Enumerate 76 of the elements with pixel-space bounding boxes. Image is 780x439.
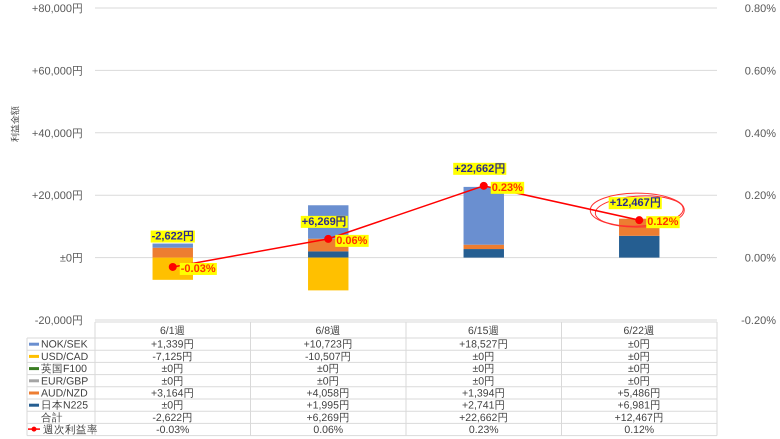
data-label: +1,339円 bbox=[151, 338, 194, 351]
text: 合計 bbox=[41, 412, 63, 424]
point bbox=[168, 262, 177, 271]
data-label: -7,125円 bbox=[152, 350, 194, 363]
legend-label: 日本N225 bbox=[41, 398, 88, 412]
y-tick-label: +40,000円 bbox=[32, 128, 83, 140]
bar bbox=[308, 251, 348, 258]
y-tick-label: -20,000円 bbox=[34, 315, 83, 327]
data-label: ±0円 bbox=[161, 363, 184, 376]
y2-tick-label: 0.40% bbox=[744, 128, 776, 140]
legend-label: 英国F100 bbox=[41, 362, 88, 376]
data-label: ±0円 bbox=[628, 338, 651, 351]
total: -2,622円 bbox=[150, 230, 195, 243]
legend-label: EUR/GBP bbox=[41, 375, 88, 388]
bar bbox=[464, 249, 504, 258]
data-label: ±0円 bbox=[316, 375, 340, 388]
data-label: ±0円 bbox=[316, 363, 340, 376]
data-label: +1,995円 bbox=[306, 400, 350, 412]
text: 0.06% bbox=[336, 234, 368, 247]
y-tick-label: +20,000円 bbox=[32, 190, 83, 202]
text: 0.23% bbox=[492, 182, 523, 194]
y-tick-label: ±0円 bbox=[60, 252, 83, 265]
legend-label: NOK/SEK bbox=[41, 338, 88, 351]
bar bbox=[308, 258, 348, 290]
legend-label: AUD/NZD bbox=[41, 388, 88, 400]
y2-tick-label: 0.60% bbox=[744, 65, 776, 78]
y2-tick-label: 0.20% bbox=[744, 190, 776, 202]
x-tick-label: 6/22週 bbox=[624, 325, 655, 337]
data-label: +3,164円 bbox=[151, 388, 194, 400]
bar bbox=[152, 244, 193, 248]
data-label: ±0円 bbox=[472, 350, 496, 363]
x-tick-label: 6/8週 bbox=[315, 325, 342, 337]
data-label: ±0円 bbox=[628, 350, 651, 363]
y-axis-title: 利益金額 bbox=[10, 106, 20, 142]
point bbox=[324, 234, 332, 243]
point bbox=[480, 182, 488, 190]
y-tick-label: +80,000円 bbox=[32, 3, 83, 15]
data-label: +2,741円 bbox=[462, 400, 506, 412]
x-tick-label: 6/15週 bbox=[468, 325, 500, 337]
legend-label: USD/CAD bbox=[41, 350, 89, 363]
text: 0.12% bbox=[647, 216, 678, 228]
y2-tick-label: 0.00% bbox=[744, 252, 776, 265]
bar bbox=[152, 248, 193, 258]
y2-tick-label: -0.20% bbox=[741, 315, 776, 327]
text: +22,662円 bbox=[459, 412, 508, 424]
data-label: ±0円 bbox=[628, 363, 651, 376]
data-label: +6,981円 bbox=[618, 400, 661, 412]
text: +12,467円 bbox=[614, 412, 664, 424]
data-label: 0.12% bbox=[624, 424, 654, 436]
point bbox=[635, 216, 644, 224]
legend-label: 週次利益率 bbox=[43, 423, 98, 436]
data-label: ±0円 bbox=[472, 363, 496, 376]
data-label: -0.03% bbox=[156, 424, 190, 436]
text: +6,269円 bbox=[306, 412, 350, 424]
data-label: 0.06% bbox=[313, 424, 344, 436]
text: -2,622円 bbox=[152, 412, 194, 424]
data-label: +18,527円 bbox=[459, 338, 508, 351]
total: +12,467円 bbox=[608, 197, 662, 210]
data-label: ±0円 bbox=[161, 375, 184, 388]
text: -0.03% bbox=[180, 262, 216, 275]
bar bbox=[619, 236, 660, 258]
y-tick-label: +60,000円 bbox=[32, 65, 83, 78]
data-label: 0.23% bbox=[468, 424, 499, 436]
data-label: +1,394円 bbox=[462, 388, 506, 400]
data-label: +10,723円 bbox=[304, 338, 353, 351]
total: +6,269円 bbox=[300, 216, 348, 228]
data-label: +5,486円 bbox=[618, 388, 661, 400]
data-label: +4,058円 bbox=[306, 388, 350, 400]
total: +22,662円 bbox=[453, 162, 506, 175]
data-label: ±0円 bbox=[472, 375, 496, 388]
y2-tick-label: 0.80% bbox=[744, 3, 776, 15]
data-label: ±0円 bbox=[161, 400, 184, 412]
data-label: ±0円 bbox=[628, 375, 651, 388]
data-label: -10,507円 bbox=[304, 350, 352, 363]
x-tick-label: 6/1週 bbox=[160, 325, 186, 337]
bar bbox=[464, 244, 504, 250]
